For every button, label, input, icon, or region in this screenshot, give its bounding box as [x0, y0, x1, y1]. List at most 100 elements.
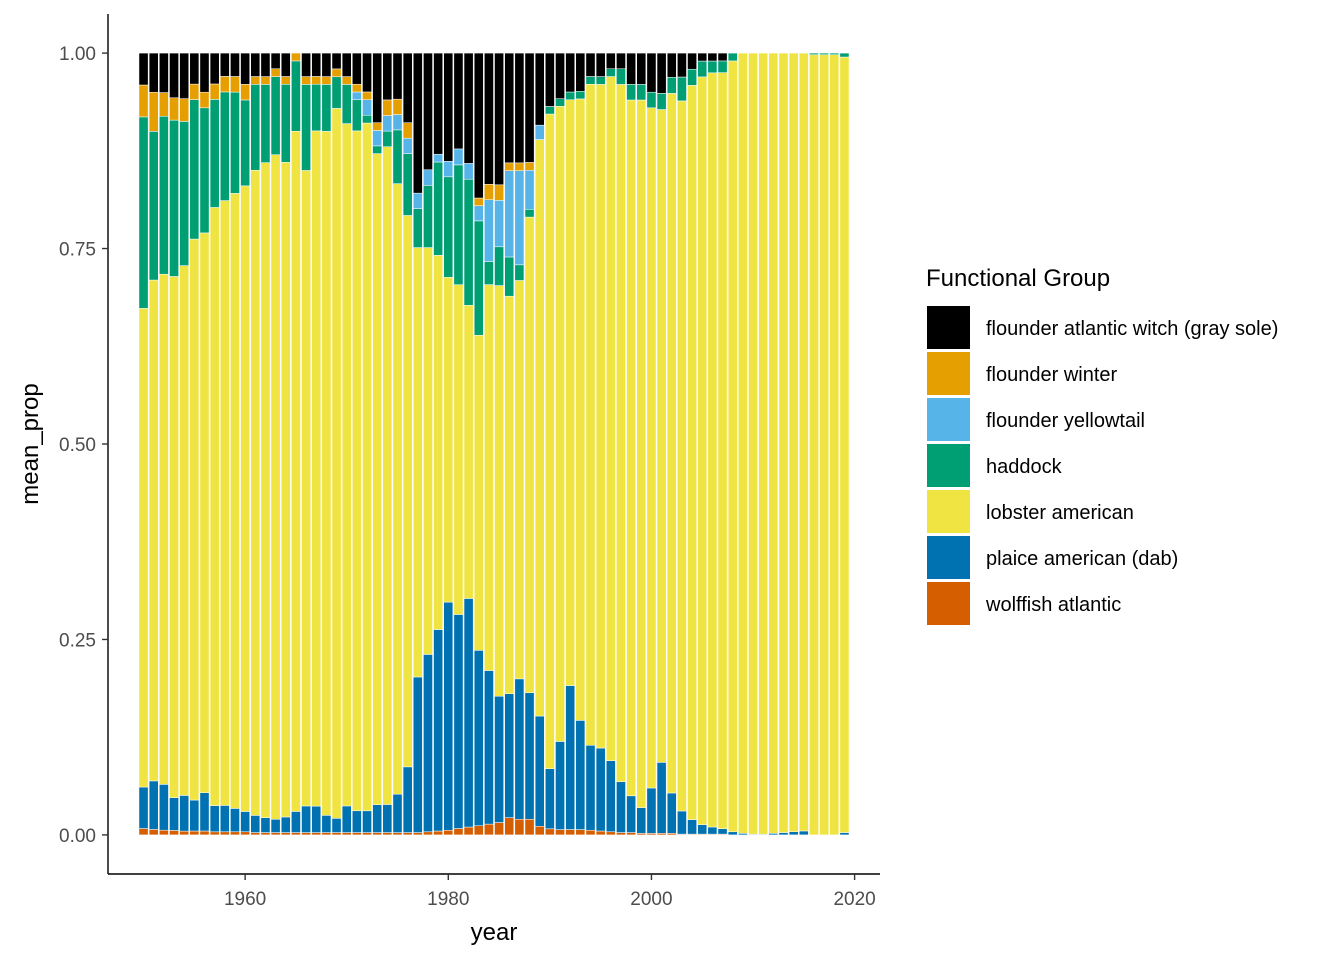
bar-segment [138, 116, 149, 309]
legend-label: haddock [986, 456, 1063, 478]
bar-segment [209, 207, 220, 806]
bar-segment [504, 817, 515, 836]
bar-segment [209, 83, 220, 100]
bar-segment [179, 52, 190, 99]
bar-segment [595, 747, 606, 832]
bar-segment [341, 52, 352, 77]
bar-segment [443, 830, 454, 836]
bar-segment [240, 99, 250, 187]
bar-segment [443, 52, 454, 162]
bar-segment [352, 52, 362, 85]
bar-segment [412, 676, 423, 833]
bar-segment [352, 91, 362, 101]
bar-segment [494, 695, 504, 823]
bar-segment [372, 122, 382, 131]
bar-segment [707, 72, 718, 828]
bar-segment [382, 804, 393, 833]
bar-segment [778, 832, 789, 836]
bar-segment [352, 99, 362, 132]
bar-segment [199, 830, 210, 836]
x-tick-label: 2020 [833, 889, 875, 910]
bar-segment [839, 52, 850, 58]
bar-segment [453, 284, 464, 615]
bar-segment [595, 84, 606, 749]
bar-segment [839, 832, 850, 836]
bar-segment [453, 148, 464, 166]
bar-segment [199, 232, 210, 793]
bar-segment [189, 830, 200, 836]
bar-segment [280, 84, 291, 163]
bar-segment [209, 52, 220, 85]
bar-segment [575, 829, 586, 836]
bar-segment [250, 76, 261, 85]
bar-segment [423, 831, 433, 836]
bar-segment [402, 137, 413, 154]
bar-segment [768, 52, 779, 834]
legend-swatch [927, 398, 970, 441]
legend-label: lobster american [986, 502, 1134, 524]
bar-segment [382, 115, 393, 132]
bar-segment [687, 52, 697, 70]
bar-segment [727, 52, 738, 62]
bar-segment [443, 176, 454, 278]
bar-segment [412, 247, 423, 678]
bar-segment [209, 99, 220, 208]
bar-segment [616, 832, 626, 836]
bar-segment [514, 678, 525, 820]
legend-label: flounder yellowtail [986, 410, 1145, 432]
bar-segment [148, 91, 159, 132]
bar-segment [148, 829, 159, 836]
bar-segment [788, 831, 799, 836]
bar-segment [646, 91, 657, 109]
bar-segment [341, 76, 352, 85]
bar-segment [199, 52, 210, 93]
bar-segment [321, 52, 332, 77]
bar-segment [341, 832, 352, 836]
legend-swatch [927, 490, 970, 533]
bar-segment [270, 819, 281, 833]
bar-segment [717, 52, 728, 62]
bar-segment [199, 792, 210, 832]
bar-segment [372, 832, 382, 836]
bar-segment [199, 91, 210, 109]
bar-segment [605, 831, 616, 836]
bar-segment [423, 52, 433, 171]
bar-segment [260, 832, 271, 836]
bar-segment [463, 305, 474, 599]
bar-segment [473, 205, 484, 222]
bar-segment [189, 238, 200, 801]
bar-segment [341, 123, 352, 807]
bar-segment [545, 113, 555, 769]
bar-segment [301, 832, 311, 836]
bar-segment [382, 130, 393, 147]
bar-segment [402, 215, 413, 768]
bar-segment [707, 826, 718, 835]
bar-segment [473, 220, 484, 336]
bar-segment [473, 825, 484, 836]
bar-segment [484, 261, 494, 285]
bar-segment [646, 52, 657, 93]
bar-segment [169, 119, 179, 277]
bar-segment [514, 170, 525, 266]
bar-segment [443, 277, 454, 603]
bar-segment [677, 100, 687, 812]
y-ticks: 0.00 0.25 0.50 0.75 1.00 [59, 44, 108, 847]
bar-segment [331, 52, 342, 70]
bar-segment [484, 670, 494, 825]
bar-segment [291, 60, 301, 132]
y-tick-label: 0.00 [59, 826, 96, 847]
bar-segment [514, 818, 525, 836]
bar-segment [219, 52, 230, 77]
bar-segment [738, 52, 748, 834]
bar-segment [291, 832, 301, 836]
legend-swatch [927, 444, 970, 487]
x-tick-label: 1960 [224, 889, 266, 910]
bar-segment [524, 162, 535, 171]
bar-segment [473, 650, 484, 826]
legend-swatch [927, 582, 970, 625]
bar-segment [159, 92, 169, 117]
bar-segment [514, 162, 525, 171]
bar-segment [433, 830, 443, 836]
bar-segment [138, 52, 149, 86]
bar-segment [494, 822, 504, 836]
